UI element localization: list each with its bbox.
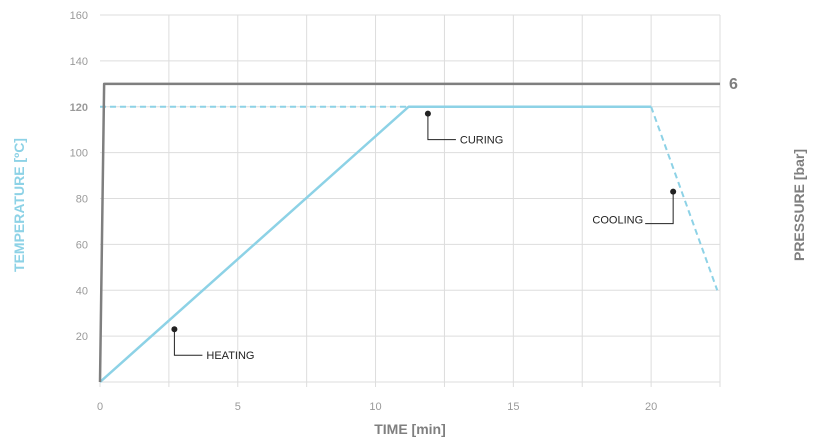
x-tick-label: 20 bbox=[645, 401, 657, 413]
y-tick-label: 100 bbox=[70, 148, 88, 160]
annotation-label-cooling: COOLING bbox=[592, 215, 643, 227]
pressure-solid-line bbox=[98, 82, 720, 383]
x-tick-label: 0 bbox=[97, 401, 103, 413]
y-tick-label: 120 bbox=[70, 102, 88, 114]
series bbox=[98, 82, 720, 383]
pressure-value-label: 6 bbox=[729, 76, 738, 93]
grid bbox=[99, 14, 721, 387]
temperature-dashed-line bbox=[650, 106, 719, 291]
tick-labels: 20 40 60 80 100 120 140 160 0 5 10 15 20 bbox=[70, 10, 658, 413]
annotation-label-curing: CURING bbox=[460, 135, 503, 147]
y-tick-label: 40 bbox=[76, 285, 88, 297]
annotation-leader bbox=[427, 113, 456, 141]
annotations: HEATING CURING COOLING bbox=[171, 110, 677, 362]
y-tick-label: 140 bbox=[70, 56, 88, 68]
x-tick-label: 10 bbox=[369, 401, 381, 413]
x-tick-label: 5 bbox=[235, 401, 241, 413]
x-axis-title: TIME [min] bbox=[374, 421, 446, 437]
annotation-label-heating: HEATING bbox=[206, 350, 254, 362]
y-axis-title: TEMPERATURE [ºC] bbox=[11, 138, 27, 272]
annotation-leader bbox=[645, 191, 674, 225]
annotation-leader bbox=[173, 329, 203, 356]
temperature-solid-line bbox=[99, 105, 652, 383]
x-tick-label: 15 bbox=[507, 401, 519, 413]
y2-axis-title: PRESSURE [bar] bbox=[791, 149, 807, 261]
y-tick-label: 60 bbox=[76, 239, 88, 251]
y-tick-label: 160 bbox=[70, 10, 88, 22]
y-tick-label: 80 bbox=[76, 194, 88, 206]
y-tick-label: 20 bbox=[76, 331, 88, 343]
